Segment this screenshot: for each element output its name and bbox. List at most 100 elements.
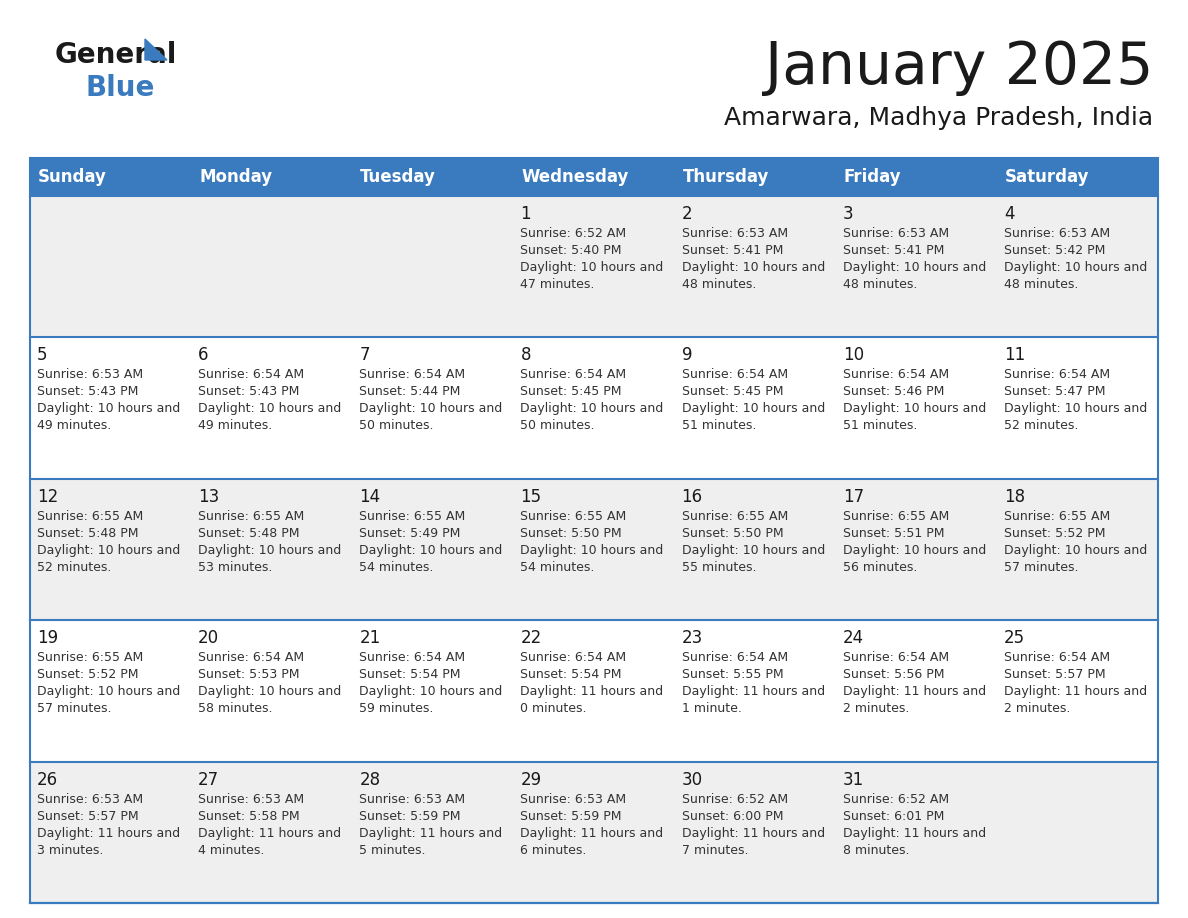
Bar [30,196,1158,338]
Text: 2: 2 [682,205,693,223]
Text: 22: 22 [520,629,542,647]
Text: General: General [55,41,177,69]
Text: 48 minutes.: 48 minutes. [842,278,917,291]
Text: Daylight: 10 hours and: Daylight: 10 hours and [520,402,664,416]
Text: Sunset: 5:46 PM: Sunset: 5:46 PM [842,386,944,398]
Text: 2 minutes.: 2 minutes. [1004,702,1070,715]
Text: Sunset: 5:57 PM: Sunset: 5:57 PM [37,810,139,823]
Text: January 2025: January 2025 [765,39,1154,96]
Text: Sunrise: 6:55 AM: Sunrise: 6:55 AM [37,509,144,522]
Text: Daylight: 10 hours and: Daylight: 10 hours and [842,402,986,416]
Text: Saturday: Saturday [1005,168,1089,186]
Text: Thursday: Thursday [683,168,769,186]
Text: Sunset: 6:01 PM: Sunset: 6:01 PM [842,810,944,823]
Bar [30,158,1158,903]
Text: Sunset: 6:00 PM: Sunset: 6:00 PM [682,810,783,823]
Text: Daylight: 10 hours and: Daylight: 10 hours and [359,685,503,699]
Text: Sunrise: 6:53 AM: Sunrise: 6:53 AM [1004,227,1110,240]
Text: 14: 14 [359,487,380,506]
Text: 31: 31 [842,770,864,789]
Text: Sunrise: 6:53 AM: Sunrise: 6:53 AM [682,227,788,240]
Text: 51 minutes.: 51 minutes. [682,420,756,432]
Text: Daylight: 11 hours and: Daylight: 11 hours and [842,826,986,840]
Text: Sunset: 5:56 PM: Sunset: 5:56 PM [842,668,944,681]
Text: Amarwara, Madhya Pradesh, India: Amarwara, Madhya Pradesh, India [723,106,1154,130]
Text: Daylight: 10 hours and: Daylight: 10 hours and [37,543,181,557]
Text: Daylight: 10 hours and: Daylight: 10 hours and [359,402,503,416]
Text: Daylight: 11 hours and: Daylight: 11 hours and [842,685,986,699]
Text: Sunset: 5:49 PM: Sunset: 5:49 PM [359,527,461,540]
Text: Sunrise: 6:55 AM: Sunrise: 6:55 AM [682,509,788,522]
Text: Friday: Friday [843,168,902,186]
Polygon shape [145,39,168,60]
Text: Daylight: 10 hours and: Daylight: 10 hours and [359,543,503,557]
Text: Sunset: 5:43 PM: Sunset: 5:43 PM [37,386,138,398]
Text: Tuesday: Tuesday [360,168,436,186]
Text: Sunset: 5:55 PM: Sunset: 5:55 PM [682,668,783,681]
Text: Daylight: 10 hours and: Daylight: 10 hours and [682,261,824,274]
Text: Daylight: 10 hours and: Daylight: 10 hours and [842,261,986,274]
Text: 11: 11 [1004,346,1025,364]
Text: 4: 4 [1004,205,1015,223]
Text: Sunrise: 6:52 AM: Sunrise: 6:52 AM [842,792,949,806]
Text: 3: 3 [842,205,853,223]
Text: 56 minutes.: 56 minutes. [842,561,917,574]
Text: Daylight: 10 hours and: Daylight: 10 hours and [1004,261,1148,274]
Text: 52 minutes.: 52 minutes. [1004,420,1079,432]
Text: Sunrise: 6:54 AM: Sunrise: 6:54 AM [359,651,466,665]
Text: Sunset: 5:41 PM: Sunset: 5:41 PM [842,244,944,257]
Text: 9: 9 [682,346,693,364]
Text: 12: 12 [37,487,58,506]
Text: 4 minutes.: 4 minutes. [198,844,265,856]
Text: Sunrise: 6:55 AM: Sunrise: 6:55 AM [842,509,949,522]
Text: 8: 8 [520,346,531,364]
Text: 57 minutes.: 57 minutes. [1004,561,1079,574]
Text: 6 minutes.: 6 minutes. [520,844,587,856]
Text: Sunrise: 6:52 AM: Sunrise: 6:52 AM [520,227,626,240]
Text: 16: 16 [682,487,702,506]
Text: Sunset: 5:48 PM: Sunset: 5:48 PM [198,527,299,540]
Text: Sunrise: 6:53 AM: Sunrise: 6:53 AM [198,792,304,806]
Text: 54 minutes.: 54 minutes. [359,561,434,574]
Text: Sunset: 5:54 PM: Sunset: 5:54 PM [520,668,623,681]
Text: Sunset: 5:58 PM: Sunset: 5:58 PM [198,810,299,823]
Text: 55 minutes.: 55 minutes. [682,561,756,574]
Text: Sunset: 5:52 PM: Sunset: 5:52 PM [1004,527,1105,540]
Text: Daylight: 10 hours and: Daylight: 10 hours and [37,402,181,416]
Text: Sunrise: 6:54 AM: Sunrise: 6:54 AM [682,651,788,665]
Text: Sunset: 5:57 PM: Sunset: 5:57 PM [1004,668,1106,681]
Text: Sunrise: 6:54 AM: Sunrise: 6:54 AM [842,368,949,381]
Text: 51 minutes.: 51 minutes. [842,420,917,432]
Text: Sunrise: 6:55 AM: Sunrise: 6:55 AM [1004,509,1110,522]
Text: Sunrise: 6:55 AM: Sunrise: 6:55 AM [359,509,466,522]
Text: 2 minutes.: 2 minutes. [842,702,909,715]
Text: 52 minutes.: 52 minutes. [37,561,112,574]
Text: 18: 18 [1004,487,1025,506]
Text: Sunset: 5:48 PM: Sunset: 5:48 PM [37,527,139,540]
Text: 10: 10 [842,346,864,364]
Text: Sunset: 5:52 PM: Sunset: 5:52 PM [37,668,139,681]
Text: Sunset: 5:51 PM: Sunset: 5:51 PM [842,527,944,540]
Text: 48 minutes.: 48 minutes. [682,278,756,291]
Text: Daylight: 10 hours and: Daylight: 10 hours and [198,543,341,557]
Text: 47 minutes.: 47 minutes. [520,278,595,291]
Text: 53 minutes.: 53 minutes. [198,561,272,574]
Text: Sunrise: 6:54 AM: Sunrise: 6:54 AM [842,651,949,665]
Text: 48 minutes.: 48 minutes. [1004,278,1079,291]
Text: 25: 25 [1004,629,1025,647]
Text: Daylight: 11 hours and: Daylight: 11 hours and [520,826,664,840]
Text: Monday: Monday [200,168,272,186]
Bar [30,621,1158,762]
Text: Sunset: 5:45 PM: Sunset: 5:45 PM [682,386,783,398]
Text: Daylight: 10 hours and: Daylight: 10 hours and [842,543,986,557]
Text: Daylight: 11 hours and: Daylight: 11 hours and [1004,685,1146,699]
Text: 8 minutes.: 8 minutes. [842,844,909,856]
Text: 24: 24 [842,629,864,647]
Text: Daylight: 10 hours and: Daylight: 10 hours and [520,261,664,274]
Text: Sunrise: 6:55 AM: Sunrise: 6:55 AM [198,509,304,522]
Text: Sunrise: 6:54 AM: Sunrise: 6:54 AM [1004,651,1110,665]
Text: 28: 28 [359,770,380,789]
Text: Daylight: 10 hours and: Daylight: 10 hours and [37,685,181,699]
Text: Sunrise: 6:54 AM: Sunrise: 6:54 AM [682,368,788,381]
Text: Daylight: 10 hours and: Daylight: 10 hours and [682,543,824,557]
